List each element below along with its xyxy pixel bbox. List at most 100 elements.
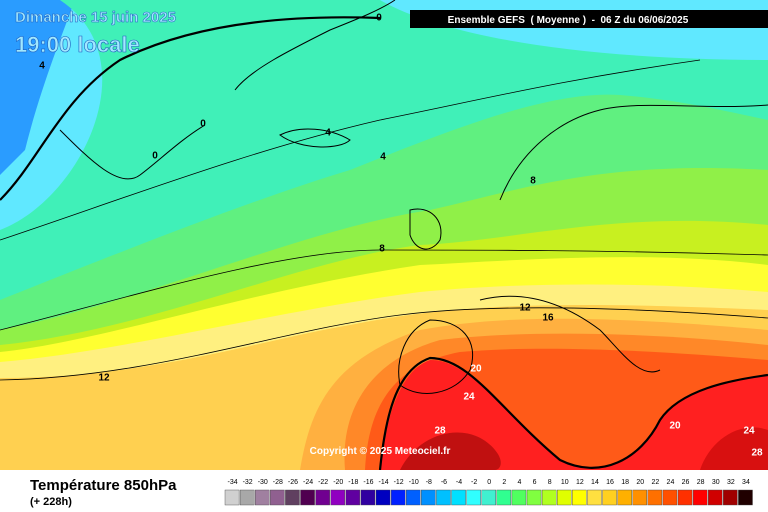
contour-label: 12 [98, 373, 110, 384]
legend-swatch [300, 489, 315, 506]
legend-swatch [496, 489, 512, 506]
legend-swatch [421, 489, 436, 506]
legend-swatch [738, 489, 753, 506]
footer-lead: (+ 228h) [30, 496, 72, 508]
legend-swatch [375, 489, 391, 506]
legend-swatch [466, 489, 481, 506]
contour-label: 0 [200, 119, 206, 130]
contour-label: 8 [530, 176, 536, 187]
contour-label: 20 [669, 421, 681, 432]
legend-swatch [541, 489, 557, 506]
legend-label: -4 [456, 479, 462, 486]
coastlines [59, 0, 768, 394]
legend-swatch [360, 489, 376, 506]
legend-swatch [572, 489, 587, 506]
legend-label: 4 [517, 479, 521, 486]
model-bar [410, 10, 768, 28]
temperature-field [0, 0, 768, 470]
contour-label: 24 [743, 426, 755, 437]
color-legend: -34 -32 -30 -28 -26 -24 -22 -20 -18 -16 -14 -12 -10-… [224, 479, 753, 506]
legend-label: -30 [258, 479, 268, 486]
legend-label: 32 [727, 479, 735, 486]
legend-label: -16 [363, 479, 373, 486]
legend-swatch [270, 489, 285, 506]
legend-label: 20 [636, 479, 644, 486]
contour-label: 4 [380, 152, 386, 163]
legend-label: 12 [576, 479, 584, 486]
legend-label: -22 [318, 479, 328, 486]
legend-swatch [315, 489, 330, 506]
legend-label: 2 [502, 479, 506, 486]
contour-label: 20 [470, 364, 482, 375]
legend-label: -14 [378, 479, 388, 486]
legend-swatch [587, 489, 602, 506]
legend-swatch [224, 489, 240, 506]
legend-swatch [451, 489, 466, 506]
footer-title: Température 850hPa [30, 477, 177, 494]
legend-swatch [511, 489, 527, 506]
time: 19:00 locale [15, 32, 140, 57]
contour-label: 0 [376, 13, 382, 24]
legend-label: 10 [561, 479, 569, 486]
legend-label: 18 [621, 479, 629, 486]
legend-label: 16 [606, 479, 614, 486]
legend-label: 26 [682, 479, 690, 486]
legend-label: 34 [742, 479, 750, 486]
legend-swatch [436, 489, 451, 506]
legend-swatch [526, 489, 542, 506]
legend-swatch [330, 489, 346, 506]
legend-swatch [239, 489, 255, 506]
legend-label: 28 [697, 479, 705, 486]
legend-swatch [647, 489, 663, 506]
model: Ensemble GEFS ( Moyenne ) - 06 Z du 06/0… [448, 15, 689, 26]
legend-label: 22 [651, 479, 659, 486]
legend-label: -6 [441, 479, 447, 486]
legend-label: 24 [667, 479, 675, 486]
legend-swatch [617, 489, 632, 506]
contour-label: 28 [751, 448, 763, 459]
legend-label: -34 [227, 479, 237, 486]
contour-label: 4 [325, 128, 331, 139]
legend-label: -12 [394, 479, 404, 486]
legend-swatch [692, 489, 708, 506]
legend-label: -24 [303, 479, 313, 486]
contour-label: 28 [434, 426, 446, 437]
legend-label: 30 [712, 479, 720, 486]
legend-label: -10 [409, 479, 419, 486]
legend-swatch [677, 489, 693, 506]
legend-swatch [632, 489, 648, 506]
legend-swatch [723, 489, 738, 506]
legend-swatch [481, 489, 497, 506]
contour-label: 24 [463, 392, 475, 403]
contour-label: 8 [379, 244, 385, 255]
contour-label: 0 [152, 151, 158, 162]
legend-swatch [602, 489, 617, 506]
legend-label: -2 [471, 479, 477, 486]
isotherms [0, 16, 768, 471]
copyright: Copyright © 2025 Meteociel.fr [310, 446, 451, 457]
date: Dimanche 15 juin 2025 [15, 9, 176, 26]
legend-swatch [254, 489, 270, 506]
legend-label: -32 [243, 479, 253, 486]
legend-label: -28 [273, 479, 283, 486]
legend-swatch [557, 489, 572, 506]
contour-label: 12 [519, 303, 531, 314]
contour-label: 4 [39, 61, 45, 72]
legend-swatch [345, 489, 361, 506]
legend-label: -20 [333, 479, 343, 486]
legend-swatch [708, 489, 723, 506]
legend-label: 8 [548, 479, 552, 486]
legend-label: 14 [591, 479, 599, 486]
legend-label: -26 [288, 479, 298, 486]
contour-label: 16 [542, 313, 554, 324]
legend-label: -8 [426, 479, 432, 486]
legend-swatch [285, 489, 300, 506]
legend-swatch [662, 489, 678, 506]
legend-label: 6 [533, 479, 537, 486]
contour-labels: 0 0 0 4 4 4 8 8 12 12 16 20 24 28 20 24 28 [39, 13, 763, 459]
legend-swatch [390, 489, 406, 506]
legend-label: 0 [487, 479, 491, 486]
legend-label: -18 [348, 479, 358, 486]
